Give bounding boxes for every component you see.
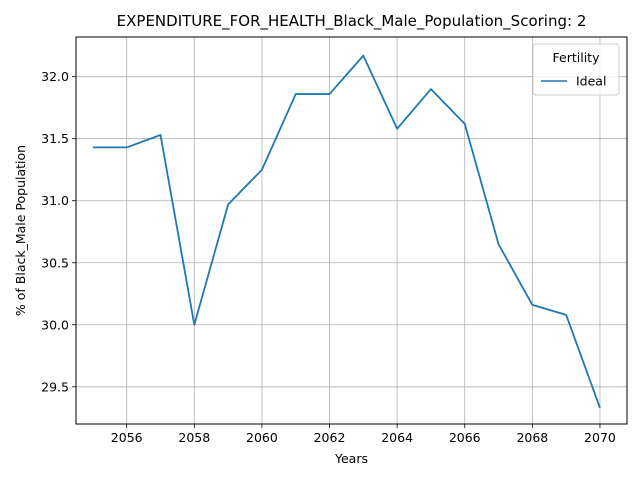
y-axis: 29.5 30.0 30.5 31.0 31.5 32.0 — [41, 69, 76, 394]
data-point — [565, 314, 567, 316]
y-tick-label: 31.5 — [41, 131, 69, 146]
plot-frame — [75, 36, 628, 425]
series-line-0 — [92, 54, 601, 409]
data-point — [227, 203, 229, 205]
data-point — [261, 169, 263, 171]
y-tick-label: 30.0 — [41, 317, 69, 332]
data-point — [329, 93, 331, 95]
data-point — [464, 123, 466, 125]
series-layer — [92, 54, 601, 409]
x-tick-label: 2068 — [516, 430, 548, 445]
x-tick-label: 2064 — [381, 430, 413, 445]
x-axis: 2056 2058 2060 2062 2064 2066 2068 2070 — [111, 424, 616, 445]
data-point — [498, 243, 500, 245]
data-point — [531, 304, 533, 306]
data-point — [599, 407, 601, 409]
data-point — [396, 128, 398, 130]
x-tick-label: 2056 — [111, 430, 143, 445]
x-tick-label: 2060 — [246, 430, 278, 445]
data-point — [126, 146, 128, 148]
x-tick-label: 2066 — [449, 430, 481, 445]
data-point — [430, 88, 432, 90]
y-tick-label: 32.0 — [41, 69, 69, 84]
x-axis-label: Years — [334, 451, 368, 466]
data-point — [295, 93, 297, 95]
legend: Fertility Ideal — [532, 43, 620, 96]
y-axis-label: % of Black_Male Population — [13, 145, 28, 316]
y-tick-label: 29.5 — [41, 379, 69, 394]
data-point — [160, 134, 162, 136]
data-point — [362, 55, 364, 57]
y-tick-label: 31.0 — [41, 193, 69, 208]
x-tick-label: 2070 — [584, 430, 616, 445]
legend-label: Ideal — [576, 74, 606, 89]
x-tick-label: 2058 — [178, 430, 210, 445]
data-point — [92, 146, 94, 148]
x-tick-label: 2062 — [314, 430, 346, 445]
legend-box — [532, 43, 620, 96]
chart-title: EXPENDITURE_FOR_HEALTH_Black_Male_Popula… — [117, 12, 587, 31]
legend-title: Fertility — [553, 50, 601, 65]
y-tick-label: 30.5 — [41, 255, 69, 270]
data-point — [193, 324, 195, 326]
